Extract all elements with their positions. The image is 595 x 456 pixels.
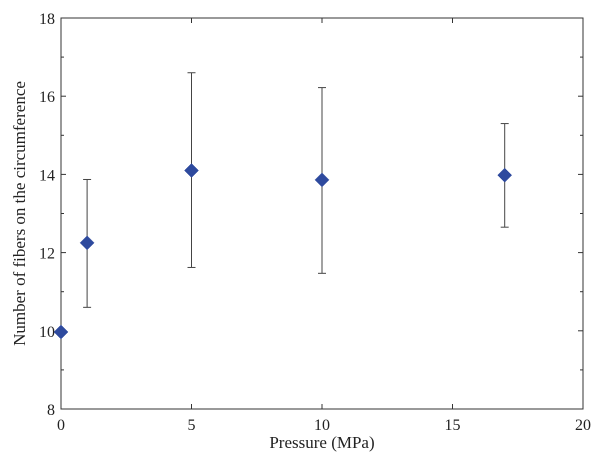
y-axis-title: Number of fibers on the circumference — [10, 81, 29, 346]
x-tick-label: 10 — [314, 417, 330, 434]
y-axis-ticks: 8 10 12 14 16 18 — [39, 11, 583, 419]
x-tick-label: 20 — [575, 417, 591, 434]
data-point-diamond — [497, 167, 513, 183]
y-tick-label: 18 — [39, 11, 55, 28]
y-tick-label: 12 — [39, 246, 55, 263]
error-bars — [83, 72, 509, 308]
data-point-diamond — [79, 235, 95, 251]
y-tick-label: 10 — [39, 324, 55, 341]
x-axis-ticks: 0 5 10 15 20 — [57, 18, 591, 434]
y-tick-label: 8 — [47, 402, 55, 419]
y-tick-label: 16 — [39, 89, 55, 106]
x-tick-label: 0 — [57, 417, 65, 434]
data-point-diamond — [184, 163, 199, 178]
x-axis-title: Pressure (MPa) — [269, 433, 374, 452]
data-markers — [53, 163, 513, 340]
y-tick-label: 14 — [39, 167, 55, 184]
x-tick-label: 15 — [445, 417, 461, 434]
data-point-diamond — [314, 172, 330, 188]
x-tick-label: 5 — [188, 417, 196, 434]
data-point-diamond — [53, 324, 69, 340]
